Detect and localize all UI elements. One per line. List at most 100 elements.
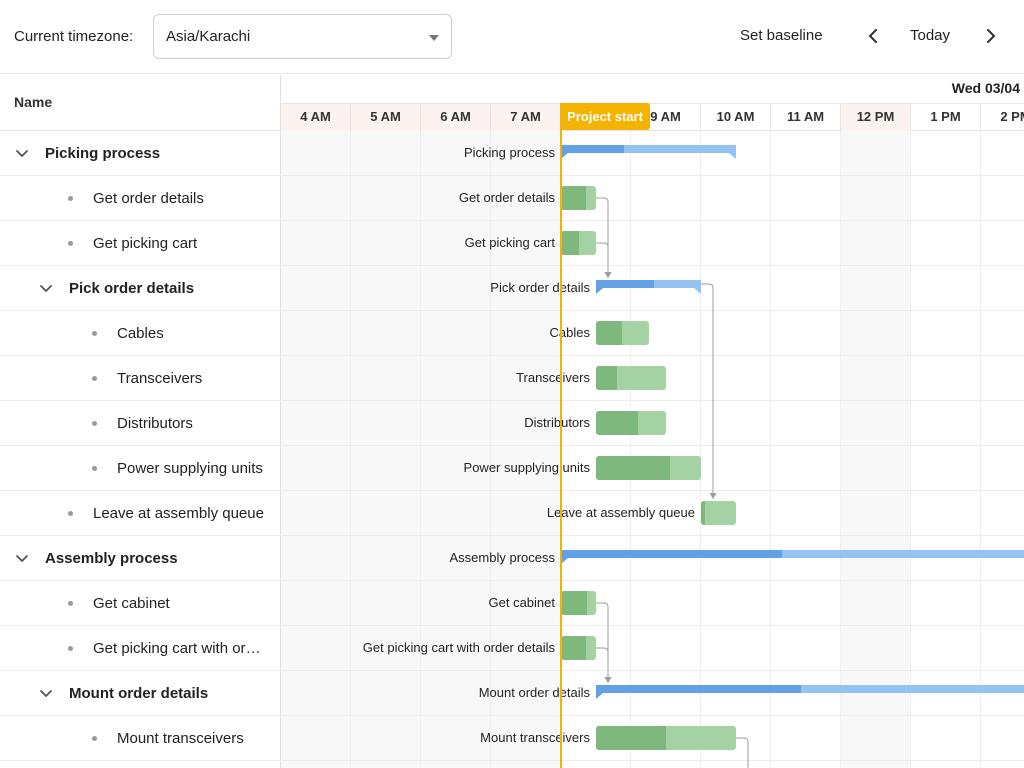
task-label: Distributors — [524, 415, 590, 430]
task-label: Get picking cart — [464, 235, 555, 250]
task-bar[interactable] — [701, 501, 736, 525]
row-divider — [281, 535, 1024, 536]
hour-cell: 2 PM — [981, 104, 1024, 131]
grid-row-cables[interactable]: Cables — [0, 311, 281, 356]
task-progress — [561, 186, 586, 210]
summary-end-tip — [729, 153, 736, 159]
summary-bar[interactable] — [596, 280, 701, 294]
grid-row-mount-order-details[interactable]: Mount order details — [0, 671, 281, 716]
task-progress — [596, 321, 623, 345]
summary-bar[interactable] — [561, 550, 1024, 564]
dependency-line — [596, 242, 609, 278]
task-bar[interactable] — [561, 231, 596, 255]
row-divider — [281, 310, 1024, 311]
grid-row-get-picking-cart-with-order-details[interactable]: Get picking cart with order details — [0, 626, 281, 671]
grid-row-assembly-process[interactable]: Assembly process — [0, 536, 281, 581]
dependency-line — [596, 197, 609, 278]
chevron-down-icon[interactable] — [39, 687, 53, 701]
bullet-icon — [68, 511, 73, 516]
timeline-column — [911, 131, 981, 768]
grid-row-get-order-details[interactable]: Get order details — [0, 176, 281, 221]
task-bar[interactable] — [596, 411, 666, 435]
row-divider — [281, 400, 1024, 401]
summary-bar[interactable] — [561, 145, 736, 159]
grid-row-label: Get cabinet — [93, 595, 170, 612]
task-bar[interactable] — [596, 366, 666, 390]
task-label: Leave at assembly queue — [546, 505, 695, 520]
summary-progress — [561, 145, 624, 153]
grid-row-label: Get picking cart — [93, 235, 198, 252]
timezone-select[interactable]: Asia/Karachi — [153, 14, 452, 59]
task-bar[interactable] — [596, 321, 649, 345]
project-start-marker: Project start — [560, 103, 650, 130]
summary-end-tip — [694, 288, 701, 294]
grid-row-get-cabinet[interactable]: Get cabinet — [0, 581, 281, 626]
date-label: Wed 03/04 — [951, 80, 1020, 96]
chevron-left-icon — [869, 29, 877, 43]
chevron-down-icon[interactable] — [15, 552, 29, 566]
grid-row-label: Picking process — [45, 145, 161, 162]
project-start-line — [560, 103, 562, 768]
task-progress — [596, 456, 670, 480]
hour-cell: 11 AM — [771, 104, 841, 131]
task-progress — [561, 591, 588, 615]
task-bar[interactable] — [561, 591, 596, 615]
task-label: Picking process — [463, 145, 555, 160]
previous-button[interactable] — [856, 18, 892, 54]
grid-row-label: Leave at assembly queue — [93, 505, 264, 522]
grid-row-leave-at-assembly-queue[interactable]: Leave at assembly queue — [0, 491, 281, 536]
task-bar[interactable] — [596, 726, 736, 750]
next-button[interactable] — [972, 18, 1008, 54]
hour-cell: 5 AM — [351, 104, 421, 131]
task-label: Mount transceivers — [480, 730, 590, 745]
grid-row-label: Distributors — [117, 415, 193, 432]
timeline-column — [281, 131, 351, 768]
summary-progress — [596, 280, 654, 288]
grid-row-distributors[interactable]: Distributors — [0, 401, 281, 446]
bullet-icon — [68, 241, 73, 246]
grid-row-mount-transceivers[interactable]: Mount transceivers — [0, 716, 281, 761]
task-bar[interactable] — [596, 456, 701, 480]
grid-row-label: Cables — [117, 325, 164, 342]
summary-progress — [561, 550, 782, 558]
timeline-column — [771, 131, 841, 768]
summary-start-tip — [596, 693, 603, 699]
grid-row-power-supplying-units[interactable]: Power supplying units — [0, 446, 281, 491]
chevron-down-icon[interactable] — [15, 147, 29, 161]
dependency-lines — [596, 197, 749, 768]
set-baseline-button[interactable]: Set baseline — [740, 27, 823, 44]
row-divider — [281, 265, 1024, 266]
grid-row-label: Mount order details — [69, 685, 209, 702]
toolbar: Current timezone: Asia/Karachi Set basel… — [0, 0, 1024, 74]
bullet-icon — [92, 376, 97, 381]
task-label: Get picking cart with order details — [362, 640, 555, 655]
timeline-column — [421, 131, 491, 768]
summary-progress — [596, 685, 801, 693]
bullet-icon — [68, 196, 73, 201]
dependency-arrow-icon — [604, 677, 612, 683]
grid-row-transceivers[interactable]: Transceivers — [0, 356, 281, 401]
hour-cell: 10 AM — [701, 104, 771, 131]
dependency-line — [596, 647, 609, 683]
bullet-icon — [92, 466, 97, 471]
bullet-icon — [92, 331, 97, 336]
timeline-column — [561, 131, 631, 768]
task-bar[interactable] — [561, 186, 596, 210]
hour-cell: 9 AM — [631, 104, 701, 131]
grid-row-get-picking-cart[interactable]: Get picking cart — [0, 221, 281, 266]
summary-bar[interactable] — [596, 685, 1024, 699]
task-bar[interactable] — [561, 636, 596, 660]
timeline-body: Picking process Get order details Get pick… — [281, 131, 1024, 768]
grid-row-pick-order-details[interactable]: Pick order details — [0, 266, 281, 311]
grid-row-label: Mount transceivers — [117, 730, 244, 747]
task-progress — [561, 636, 586, 660]
summary-start-tip — [596, 288, 603, 294]
date-header: Wed 03/04 — [281, 75, 1024, 103]
name-column-header[interactable]: Name — [0, 75, 281, 131]
today-button[interactable]: Today — [910, 27, 951, 44]
grid-row-picking-process[interactable]: Picking process — [0, 131, 281, 176]
chevron-down-icon[interactable] — [39, 282, 53, 296]
row-divider — [281, 445, 1024, 446]
